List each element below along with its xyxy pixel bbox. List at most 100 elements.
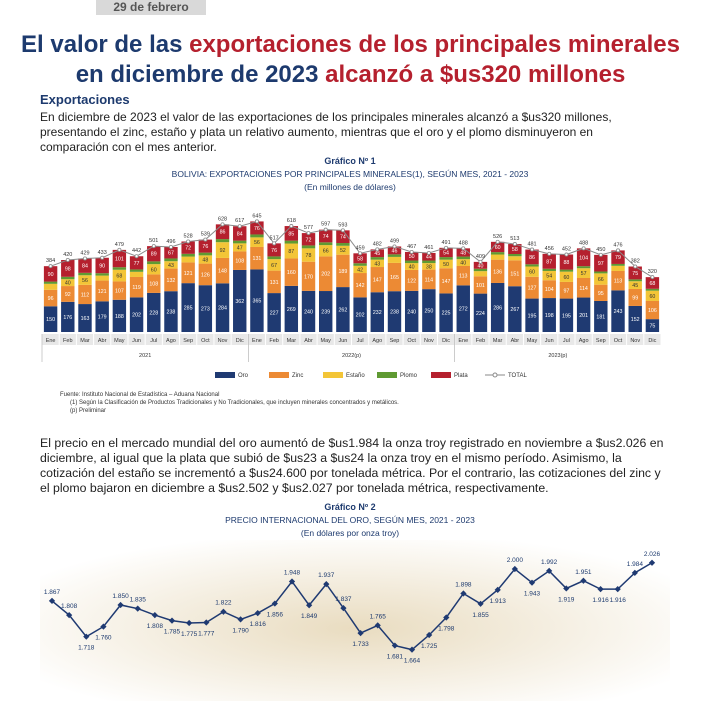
segment-label: 267 [510,307,519,313]
price-label: 1.937 [318,572,335,579]
bar-segment [439,257,453,260]
total-point [375,247,380,252]
group-label: 2021 [139,353,151,359]
segment-label: 54 [546,274,552,280]
bar-segment [559,281,574,299]
segment-label: 60 [495,245,501,251]
segment-label: 79 [615,255,621,261]
x-tick-label: Ago [166,338,176,344]
bar-segment [559,269,574,272]
month-cell [42,334,59,345]
total-point [48,264,53,269]
segment-label: 96 [48,296,54,302]
total-label: 488 [459,240,468,246]
price-label: 1.808 [61,603,78,610]
segment-label: 238 [390,310,399,316]
price-label: 1.850 [112,593,129,600]
bar-segment [147,261,161,265]
segment-label: 262 [338,308,347,314]
month-cell [403,334,420,345]
price-point [134,605,141,612]
bar-segment [181,253,195,257]
segment-label: 104 [579,255,588,261]
month-cell [76,334,94,345]
bar-segment [576,266,591,269]
x-tick-label: Abr [511,338,520,344]
price-label: 1.898 [455,581,472,588]
total-point [633,264,638,269]
total-point [564,252,569,257]
group-label: 2023(p) [548,353,567,359]
segment-label: 202 [356,313,365,319]
source-note: (1) Según la Clasificación de Productos … [70,400,399,406]
bar-segment [233,226,247,241]
price-label: 1.913 [490,598,507,605]
total-point [237,224,242,229]
bar-segment [576,248,591,267]
group-label: 2022(p) [342,353,361,359]
segment-label: 40 [478,263,484,269]
total-label: 499 [390,238,399,244]
bar-segment [594,300,608,332]
segment-label: 45 [374,251,380,257]
total-label: 501 [149,238,158,244]
total-point [409,249,414,254]
segment-label: 108 [149,282,158,288]
bar-segment [473,268,488,272]
x-tick-label: Jun [338,338,347,344]
bar-segment [336,254,350,288]
total-point [220,222,225,227]
price-label: 1.837 [335,596,352,603]
legend-label: Zinc [292,373,303,379]
bar-segment [164,291,178,332]
price-point [168,617,176,624]
bar-segment [404,290,419,332]
segment-label: 147 [373,278,382,284]
chart-units: (En millones de dólares) [304,182,396,192]
bar-segment [542,280,556,299]
segment-label: 250 [424,309,433,315]
segment-label: 238 [167,310,176,316]
bar-segment [95,257,109,274]
price-point [477,600,484,607]
bar-segment [508,254,522,257]
price-point [528,579,536,586]
chart-subtitle: PRECIO INTERNACIONAL DEL ORO, SEGÚN MES,… [225,515,475,525]
bar-segment [508,286,522,332]
segment-label: 68 [116,274,122,280]
month-cell [609,334,627,345]
segment-label: 286 [493,305,502,311]
bar-segment [336,287,350,332]
bar-segment [473,271,488,277]
paragraph: En diciembre de 2023 el valor de las exp… [40,110,612,154]
segment-label: 72 [185,246,191,252]
segment-label: 198 [545,313,554,319]
segment-label: 56 [254,240,260,246]
segment-label: 108 [235,259,244,265]
total-point [117,247,122,252]
segment-label: 86 [220,230,226,236]
price-point [408,646,416,653]
segment-label: 78 [306,253,312,259]
month-cell [59,334,76,345]
bar-segment [404,269,419,291]
segment-label: 147 [442,279,451,285]
total-label: 456 [545,246,554,252]
bar-segment [43,289,58,307]
x-tick-label: Sep [183,338,193,344]
price-point [203,619,210,626]
x-tick-label: Jul [563,338,570,344]
price-label: 1.664 [404,658,421,665]
chart-title: Gráfico Nº 1 [324,156,375,166]
price-label: 1.948 [284,569,301,576]
segment-label: 195 [528,313,537,319]
segment-label: 45 [632,283,638,289]
bar-segment [112,249,127,268]
month-cell [506,334,523,345]
x-tick-label: Sep [596,338,606,344]
price-point [100,623,107,630]
bar-segment [559,298,574,332]
total-label: 467 [407,244,416,250]
total-label: 479 [115,242,124,248]
month-cell [300,334,317,345]
